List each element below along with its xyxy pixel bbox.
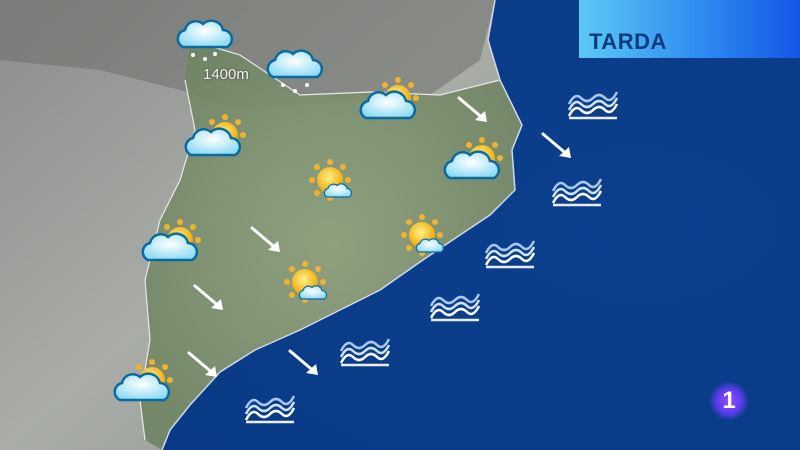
coastline: [161, 0, 523, 450]
altitude-label: 1400m: [203, 66, 249, 83]
title-banner: TARDA: [579, 0, 800, 58]
snow-cloud-icon: [266, 49, 324, 93]
page-title: TARDA: [589, 29, 667, 54]
pyrenees-region: [0, 0, 495, 110]
snow-cloud-icon: [176, 19, 234, 61]
channel-logo: 1: [710, 382, 748, 420]
